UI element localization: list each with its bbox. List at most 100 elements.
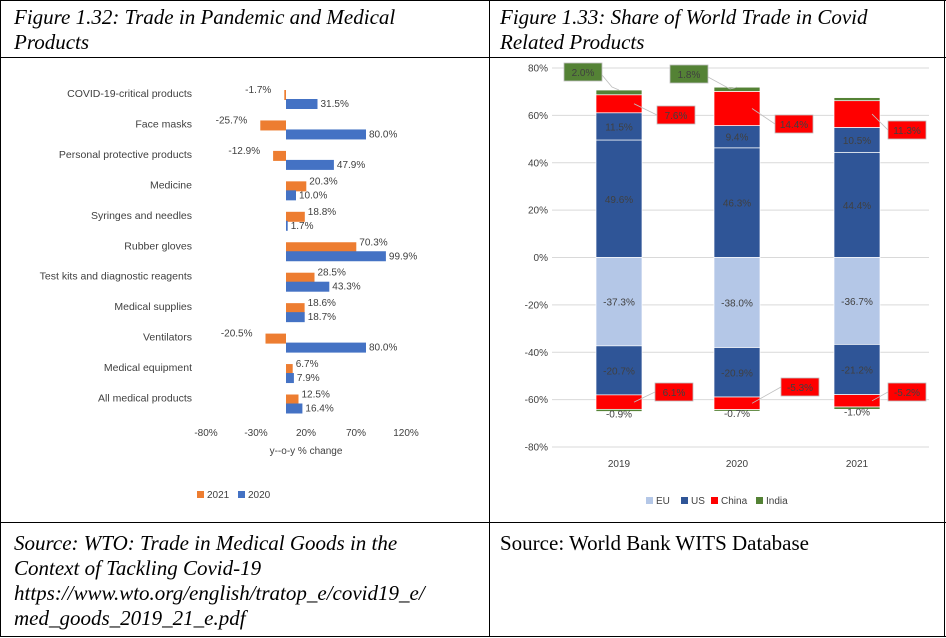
data-label-china: 7.6% (665, 111, 688, 122)
x-tick-label: 120% (393, 428, 419, 439)
leader-line (751, 108, 776, 125)
bar-2021 (284, 90, 286, 100)
legend-swatch-india (756, 497, 763, 504)
bar-2020 (286, 129, 366, 140)
data-label-2021: -20.5% (221, 329, 253, 340)
bar-2020 (286, 373, 294, 384)
segment-china (595, 94, 643, 114)
legend-label-us: US (691, 496, 705, 507)
left-figure-title-line2: Products (14, 30, 90, 54)
bar-2021 (286, 394, 299, 405)
legend-label-eu: EU (656, 496, 670, 507)
data-label-us-negative: -21.2% (841, 366, 873, 377)
data-label-2020: 31.5% (321, 99, 349, 110)
table-border-mid (489, 0, 490, 637)
data-label-eu: -36.7% (841, 297, 873, 308)
data-label-2020: 10.0% (299, 190, 327, 201)
bar-2020 (286, 159, 334, 170)
category-label: Syringes and needles (91, 210, 192, 222)
left-source-line3: https://www.wto.org/english/tratop_e/cov… (14, 581, 425, 605)
data-label-us-negative: -20.7% (603, 366, 635, 377)
x-tick-label: 20% (296, 428, 316, 439)
bar-2020 (286, 251, 386, 262)
data-label-2021: 12.5% (302, 390, 330, 401)
data-label-india-box (669, 64, 709, 84)
data-label-2020: 16.4% (305, 404, 333, 415)
table-border-top (0, 0, 946, 1)
bar-2021 (286, 303, 305, 314)
leader-line (633, 391, 656, 403)
segment-us-core (833, 151, 881, 258)
x-tick-label: 70% (346, 428, 366, 439)
legend-swatch-china (711, 497, 718, 504)
x-tick-label: 2020 (726, 459, 749, 470)
table-border-title (0, 57, 946, 58)
bar-2021 (286, 242, 357, 253)
left-source-line2: Context of Tackling Covid-19 (14, 556, 262, 580)
leader-line (633, 103, 658, 116)
y-tick-label: 60% (528, 111, 548, 122)
leader-line (871, 391, 889, 402)
legend-label-india: India (766, 496, 788, 507)
category-label: COVID-19-critical products (67, 88, 192, 100)
bar-2020 (286, 99, 318, 109)
data-label-2021: 18.6% (308, 298, 336, 309)
segment-us-core (595, 139, 643, 258)
data-label-eu: -37.3% (603, 298, 635, 309)
world-trade-share-stacked-chart: 49.6% 11.5% -37.3% -20.7% -0.9% 7.6% 6.1% 2.0% 2… (525, 62, 929, 507)
segment-china-negative (833, 394, 881, 408)
data-label-china-negative: -5.2% (894, 388, 920, 399)
data-label-2021: 20.3% (309, 176, 337, 187)
data-label-eu: -38.0% (721, 299, 753, 310)
leader-line (601, 74, 620, 91)
y-tick-label: -20% (525, 300, 548, 311)
segment-us-negative (833, 344, 881, 396)
segment-us-core (713, 147, 761, 258)
data-label-india-negative: -0.7% (724, 409, 750, 420)
data-label-us-core: 44.4% (843, 201, 871, 212)
table-border-left (0, 0, 1, 637)
left-source-line4: med_goods_2019_21_e.pdf (14, 606, 246, 630)
segment-india (595, 89, 643, 96)
data-label-china-negative-box (887, 382, 927, 402)
legend-swatch-2021 (197, 491, 204, 498)
segment-india-negative (595, 408, 643, 412)
data-label-2021: 6.7% (296, 359, 319, 370)
y-tick-label: 0% (534, 253, 549, 264)
segment-us (833, 127, 881, 153)
data-label-2021: 70.3% (359, 237, 387, 248)
data-label-china-negative-box (780, 377, 820, 397)
data-label-2021: -25.7% (216, 115, 248, 126)
bar-2020 (286, 281, 330, 292)
category-label: Test kits and diagnostic reagents (40, 271, 192, 283)
table-border-bottom (0, 636, 946, 637)
data-label-china-negative: -5.3% (787, 383, 813, 394)
y-tick-label: -60% (525, 395, 548, 406)
data-label-us: 10.5% (843, 136, 871, 147)
data-label-2020: 47.9% (337, 160, 365, 171)
table-border-source (0, 522, 946, 523)
data-label-china-box (774, 114, 814, 134)
segment-us-negative (595, 345, 643, 396)
data-label-2021: -12.9% (228, 146, 260, 157)
data-label-china-box (656, 105, 696, 125)
legend-swatch-2020 (238, 491, 245, 498)
y-tick-label: 40% (528, 158, 548, 169)
segment-eu (833, 257, 881, 345)
y-tick-label: 20% (528, 206, 548, 217)
leader-line (871, 113, 889, 131)
data-label-china: 11.3% (893, 126, 921, 137)
data-label-2020: 80.0% (369, 129, 397, 140)
category-label: Medicine (150, 179, 192, 191)
segment-india-negative (713, 409, 761, 412)
category-label: Face masks (135, 118, 192, 130)
data-label-china-box (887, 120, 927, 140)
bar-2021 (286, 211, 305, 222)
bar-2021 (286, 364, 293, 375)
bar-2020 (286, 403, 303, 414)
legend-label-china: China (721, 496, 748, 507)
right-figure-title-line1: Figure 1.33: Share of World Trade in Cov… (500, 5, 868, 29)
left-source-line1: Source: WTO: Trade in Medical Goods in t… (14, 531, 398, 555)
data-label-2020: 99.9% (389, 251, 417, 262)
